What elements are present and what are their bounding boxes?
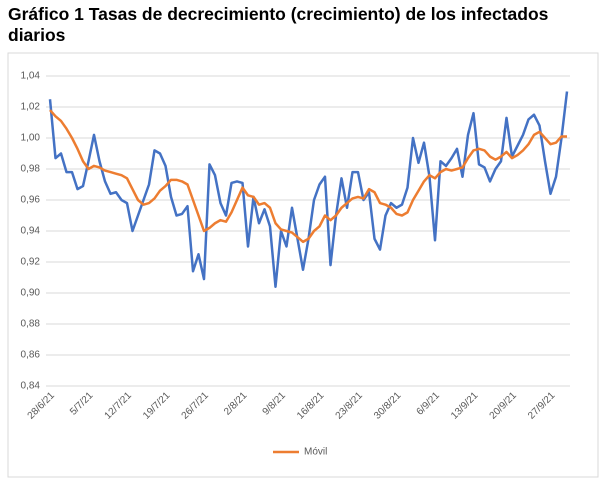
chart-title: Gráfico 1 Tasas de decrecimiento (crecim… [8, 4, 549, 45]
y-tick-label: 0,84 [21, 381, 41, 392]
y-tick-label: 0,98 [21, 164, 41, 175]
y-tick-label: 0,92 [21, 257, 41, 268]
legend-label: Móvil [304, 447, 327, 458]
y-tick-label: 0,94 [21, 226, 41, 237]
y-tick-label: 1,04 [21, 71, 41, 82]
y-tick-label: 0,90 [21, 288, 41, 299]
y-tick-label: 1,00 [21, 133, 41, 144]
y-tick-label: 0,96 [21, 195, 41, 206]
y-tick-label: 1,02 [21, 102, 41, 113]
y-tick-label: 0,88 [21, 319, 41, 330]
y-tick-label: 0,86 [21, 350, 41, 361]
data-line [49, 109, 567, 244]
